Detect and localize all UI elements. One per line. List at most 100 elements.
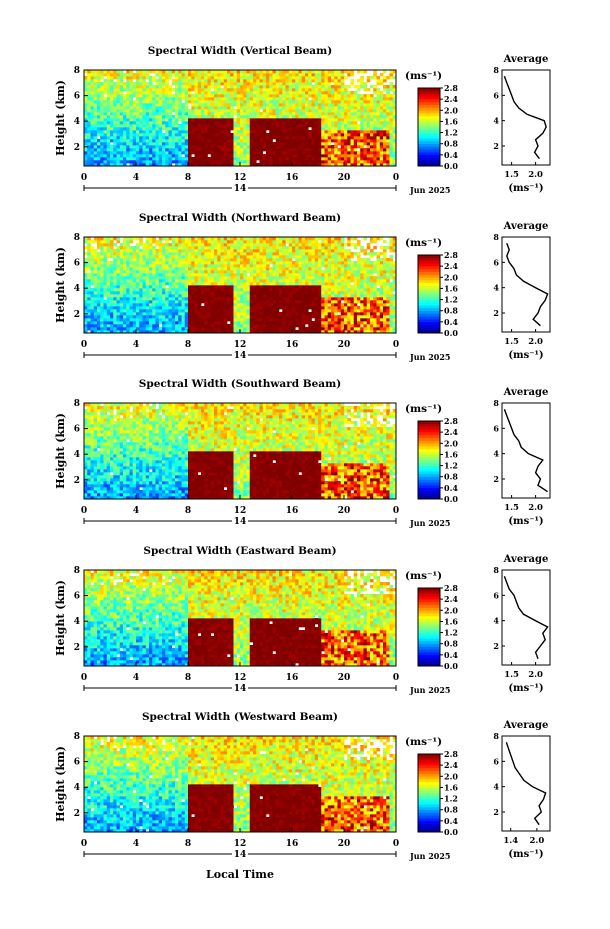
heatmap-cell	[282, 273, 286, 276]
heatmap-cell	[162, 327, 166, 330]
heatmap-cell	[156, 154, 160, 157]
heatmap-cell	[149, 109, 153, 112]
heatmap-cell	[195, 249, 199, 252]
heatmap-cell	[256, 112, 260, 115]
heatmap-cell	[331, 85, 335, 88]
heatmap-cell	[315, 106, 319, 109]
heatmap-cell	[91, 267, 95, 270]
heatmap-cell	[256, 267, 260, 270]
heatmap-cell	[195, 100, 199, 103]
heatmap-cell	[208, 145, 212, 148]
heatmap-cell	[243, 82, 247, 85]
heatmap-cell	[104, 237, 108, 240]
heatmap-cell	[367, 124, 371, 127]
heatmap-cell	[250, 112, 254, 115]
heatmap-cell	[308, 133, 312, 136]
heatmap-cell	[243, 70, 247, 73]
heatmap-cell	[107, 103, 111, 106]
heatmap-cell	[169, 246, 173, 249]
heatmap-cell	[341, 148, 345, 151]
heatmap-cell	[341, 97, 345, 100]
heatmap-cell	[253, 312, 257, 315]
heatmap-cell	[104, 103, 108, 106]
heatmap-cell	[227, 315, 231, 318]
heatmap-cell	[201, 309, 205, 312]
heatmap-cell	[276, 303, 280, 306]
heatmap-cell	[191, 297, 195, 300]
heatmap-cell	[328, 145, 332, 148]
heatmap-cell	[100, 124, 104, 127]
heatmap-cell	[224, 142, 228, 145]
heatmap-cell	[230, 279, 234, 282]
heatmap-cell	[87, 148, 91, 151]
heatmap-cell	[188, 160, 192, 163]
heatmap-cell	[341, 112, 345, 115]
heatmap-cell	[230, 288, 234, 291]
heatmap-cell	[169, 97, 173, 100]
heatmap-cell	[133, 121, 137, 124]
heatmap-cell	[224, 270, 228, 273]
heatmap-cell	[217, 127, 221, 130]
heatmap-cell	[234, 291, 238, 294]
heatmap-cell	[130, 115, 134, 118]
heatmap-cell	[97, 79, 101, 82]
heatmap-cell	[390, 112, 394, 115]
heatmap-cell	[204, 142, 208, 145]
heatmap-cell	[338, 94, 342, 97]
heatmap-cell	[146, 133, 150, 136]
heatmap-cell	[130, 133, 134, 136]
heatmap-cell	[165, 264, 169, 267]
heatmap-cell	[175, 279, 179, 282]
heatmap-cell	[312, 91, 316, 94]
heatmap-cell	[263, 148, 267, 151]
heatmap-cell	[243, 324, 247, 327]
heatmap-cell	[178, 291, 182, 294]
heatmap-cell	[237, 136, 241, 139]
heatmap-cell	[386, 160, 390, 163]
heatmap-cell	[204, 321, 208, 324]
heatmap-cell	[156, 273, 160, 276]
heatmap-cell	[117, 109, 121, 112]
heatmap-cell	[117, 237, 121, 240]
heatmap-cell	[302, 139, 306, 142]
heatmap-cell	[208, 136, 212, 139]
heatmap-cell	[230, 309, 234, 312]
heatmap-cell	[230, 237, 234, 240]
heatmap-cell	[169, 112, 173, 115]
heatmap-cell	[117, 327, 121, 330]
heatmap-cell	[260, 258, 264, 261]
heatmap-cell	[234, 300, 238, 303]
heatmap-cell	[107, 142, 111, 145]
heatmap-cell	[237, 133, 241, 136]
heatmap-cell	[172, 306, 176, 309]
heatmap-cell	[152, 151, 156, 154]
heatmap-cell	[217, 321, 221, 324]
heatmap-cell	[204, 82, 208, 85]
heatmap-cell	[123, 255, 127, 258]
heatmap-cell	[390, 70, 394, 73]
heatmap-cell	[133, 300, 137, 303]
heatmap-cell	[367, 97, 371, 100]
heatmap-cell	[198, 309, 202, 312]
heatmap-cell	[123, 315, 127, 318]
heatmap-cell	[84, 291, 88, 294]
heatmap-cell	[224, 255, 228, 258]
heatmap-cell	[201, 145, 205, 148]
heatmap-cell	[240, 115, 244, 118]
heatmap-cell	[130, 82, 134, 85]
heatmap-cell	[328, 121, 332, 124]
heatmap-cell	[182, 303, 186, 306]
heatmap-cell	[84, 115, 88, 118]
heatmap-cell	[289, 73, 293, 76]
heatmap-cell	[117, 279, 121, 282]
heatmap-cell	[321, 91, 325, 94]
heatmap-cell	[143, 160, 147, 163]
heatmap-cell	[188, 124, 192, 127]
heatmap-cell	[185, 157, 189, 160]
heatmap-cell	[247, 157, 251, 160]
heatmap-cell	[263, 255, 267, 258]
heatmap-cell	[276, 249, 280, 252]
heatmap-cell	[107, 267, 111, 270]
heatmap-cell	[273, 276, 277, 279]
heatmap-cell	[143, 327, 147, 330]
